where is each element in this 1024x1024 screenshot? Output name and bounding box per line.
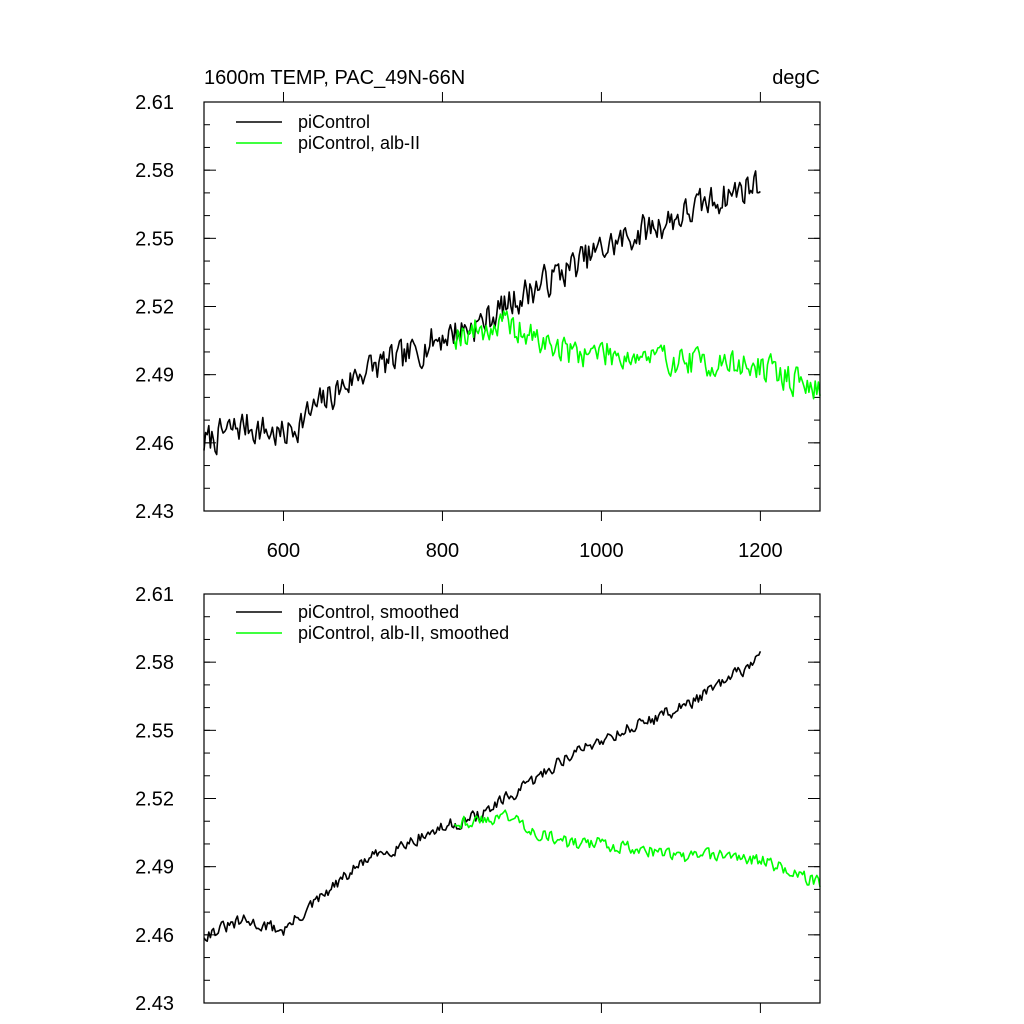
x-tick-label: 1000 <box>579 540 624 562</box>
y-tick-label: 2.58 <box>135 652 174 674</box>
plot-area <box>203 650 821 943</box>
y-tick-label: 2.55 <box>135 720 174 742</box>
y-tick-label: 2.43 <box>135 993 174 1015</box>
legend: piControl, smoothed piControl, alb-II, s… <box>236 602 509 643</box>
y-tick-label: 2.52 <box>135 297 174 319</box>
legend: piControl piControl, alb-II <box>236 112 420 153</box>
series-line-picontrol-smoothed <box>203 650 762 943</box>
y-tick-label: 2.55 <box>135 228 174 250</box>
y-tick-label: 2.49 <box>135 365 174 387</box>
plot-frame <box>203 593 821 1004</box>
y-tick-label: 2.43 <box>135 501 174 523</box>
x-tick-label: 1200 <box>738 540 783 562</box>
bottom-panel: 2.43 2.46 2.49 2.52 2.55 2.58 2.61 piControl, … <box>135 584 821 1015</box>
legend-label-picontrol: piControl <box>298 112 370 132</box>
series-line-picontrol <box>203 170 761 456</box>
legend-label-picontrol-smoothed: piControl, smoothed <box>298 602 459 622</box>
units-label: degC <box>772 67 820 89</box>
plot-frame <box>203 101 821 512</box>
top-panel: 1600m TEMP, PAC_49N-66N degC 2.432.462.4… <box>135 67 821 562</box>
axis-ticks: 2.43 2.46 2.49 2.52 2.55 2.58 2.61 600 800 1000 12… <box>135 92 820 562</box>
y-tick-label: 2.46 <box>135 433 174 455</box>
legend-label-alb: piControl, alb-II <box>298 133 420 153</box>
x-tick-label: 600 <box>267 540 300 562</box>
y-tick-label: 2.49 <box>135 857 174 879</box>
y-tick-label: 2.46 <box>135 925 174 947</box>
series-line-picontrol-alb-ii-smoothed <box>453 809 821 888</box>
y-tick-label: 2.52 <box>135 789 174 811</box>
axis-ticks: 2.43 2.46 2.49 2.52 2.55 2.58 2.61 <box>135 584 820 1015</box>
series-line-picontrol-alb-ii <box>453 310 821 400</box>
chart-title: 1600m TEMP, PAC_49N-66N <box>204 67 465 89</box>
plot-area <box>203 170 821 456</box>
x-tick-label: 800 <box>426 540 459 562</box>
y-tick-label: 2.61 <box>135 92 174 114</box>
y-tick-label: 2.58 <box>135 160 174 182</box>
legend-label-alb-smoothed: piControl, alb-II, smoothed <box>298 623 509 643</box>
y-tick-label: 2.61 <box>135 584 174 606</box>
